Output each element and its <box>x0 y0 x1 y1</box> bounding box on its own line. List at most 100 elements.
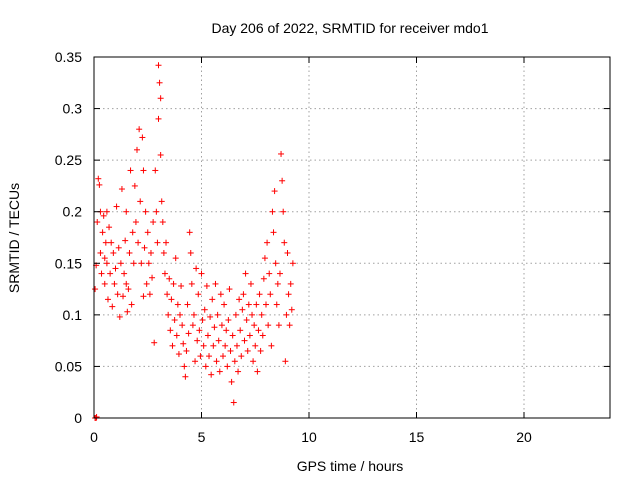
data-point <box>127 167 134 174</box>
data-point <box>242 270 249 277</box>
data-point <box>282 358 289 365</box>
data-point <box>252 342 259 349</box>
data-point <box>129 229 136 236</box>
data-point <box>246 332 253 339</box>
data-point <box>160 249 167 256</box>
data-point <box>134 146 140 153</box>
data-point <box>166 275 173 282</box>
y-tick-label: 0 <box>74 410 82 426</box>
data-point <box>145 260 152 267</box>
data-point <box>178 282 185 289</box>
data-point <box>190 311 197 318</box>
data-point <box>136 126 143 133</box>
data-point <box>203 282 210 289</box>
data-point <box>284 249 291 256</box>
data-point <box>288 306 295 313</box>
data-point <box>96 181 103 188</box>
data-point <box>250 358 257 365</box>
data-point <box>120 293 127 300</box>
grid <box>94 57 610 418</box>
data-point <box>123 208 130 215</box>
data-point <box>95 175 102 182</box>
data-point <box>278 150 285 157</box>
data-point <box>98 270 105 277</box>
y-tick-label: 0.05 <box>55 358 82 374</box>
data-point <box>184 301 191 308</box>
data-point <box>208 371 215 378</box>
data-point <box>101 255 108 262</box>
y-tick-label: 0.3 <box>63 101 83 117</box>
data-point <box>221 301 228 308</box>
data-point <box>206 353 213 360</box>
x-tick-label: 5 <box>198 429 206 445</box>
data-point <box>289 260 296 267</box>
data-point <box>235 368 242 375</box>
data-point <box>131 182 138 189</box>
data-point <box>103 208 110 215</box>
data-point <box>122 237 129 244</box>
data-point <box>170 280 177 287</box>
data-point <box>245 301 252 308</box>
data-point <box>264 239 271 246</box>
data-point <box>140 293 147 300</box>
y-tick-label: 0.1 <box>63 307 83 323</box>
data-point <box>207 313 214 320</box>
data-point <box>118 186 125 193</box>
data-point <box>173 332 180 339</box>
data-point <box>124 308 131 315</box>
data-point <box>228 378 235 385</box>
x-axis-label: GPS time / hours <box>297 458 404 474</box>
data-point <box>93 413 100 420</box>
data-point <box>146 291 153 298</box>
data-point <box>273 301 280 308</box>
data-point <box>260 275 267 282</box>
data-point <box>287 280 294 287</box>
data-point <box>263 301 269 308</box>
data-point <box>142 208 149 215</box>
data-point <box>158 198 165 205</box>
data-point <box>210 342 217 349</box>
data-point <box>224 363 231 370</box>
data-point <box>226 286 233 293</box>
data-point <box>237 327 244 334</box>
data-point <box>271 188 278 195</box>
data-point <box>182 373 189 380</box>
data-point <box>100 212 107 219</box>
plot-frame <box>93 56 611 419</box>
data-point <box>128 301 135 308</box>
data-point <box>159 219 166 226</box>
data-point <box>281 239 288 246</box>
data-point <box>194 337 201 344</box>
axis-ticks: 0 0.05 0.1 0.15 0.2 0.25 0.3 0.35 0 5 10 15 20 <box>55 49 610 445</box>
data-point <box>110 249 117 256</box>
data-point <box>241 337 248 344</box>
data-point <box>195 291 202 298</box>
y-tick-label: 0.25 <box>55 152 82 168</box>
data-point <box>253 301 260 308</box>
data-point <box>270 229 277 236</box>
data-point <box>101 280 108 287</box>
data-point <box>92 286 99 293</box>
data-point <box>279 177 286 184</box>
data-point <box>167 327 174 334</box>
data-point <box>225 317 232 324</box>
data-point <box>97 249 104 256</box>
data-point <box>274 280 281 287</box>
data-point <box>238 353 245 360</box>
data-point <box>164 291 171 298</box>
data-point <box>258 311 265 318</box>
data-point <box>150 219 157 226</box>
data-point <box>130 260 137 267</box>
data-point <box>155 115 162 122</box>
data-point <box>189 322 196 329</box>
data-point <box>141 244 148 251</box>
data-point <box>196 327 203 334</box>
data-point <box>116 313 123 320</box>
data-point <box>204 332 211 339</box>
data-point <box>165 311 172 318</box>
data-point <box>156 79 163 86</box>
data-point <box>185 330 192 337</box>
x-tick-label: 10 <box>301 429 317 445</box>
data-point <box>230 399 237 406</box>
